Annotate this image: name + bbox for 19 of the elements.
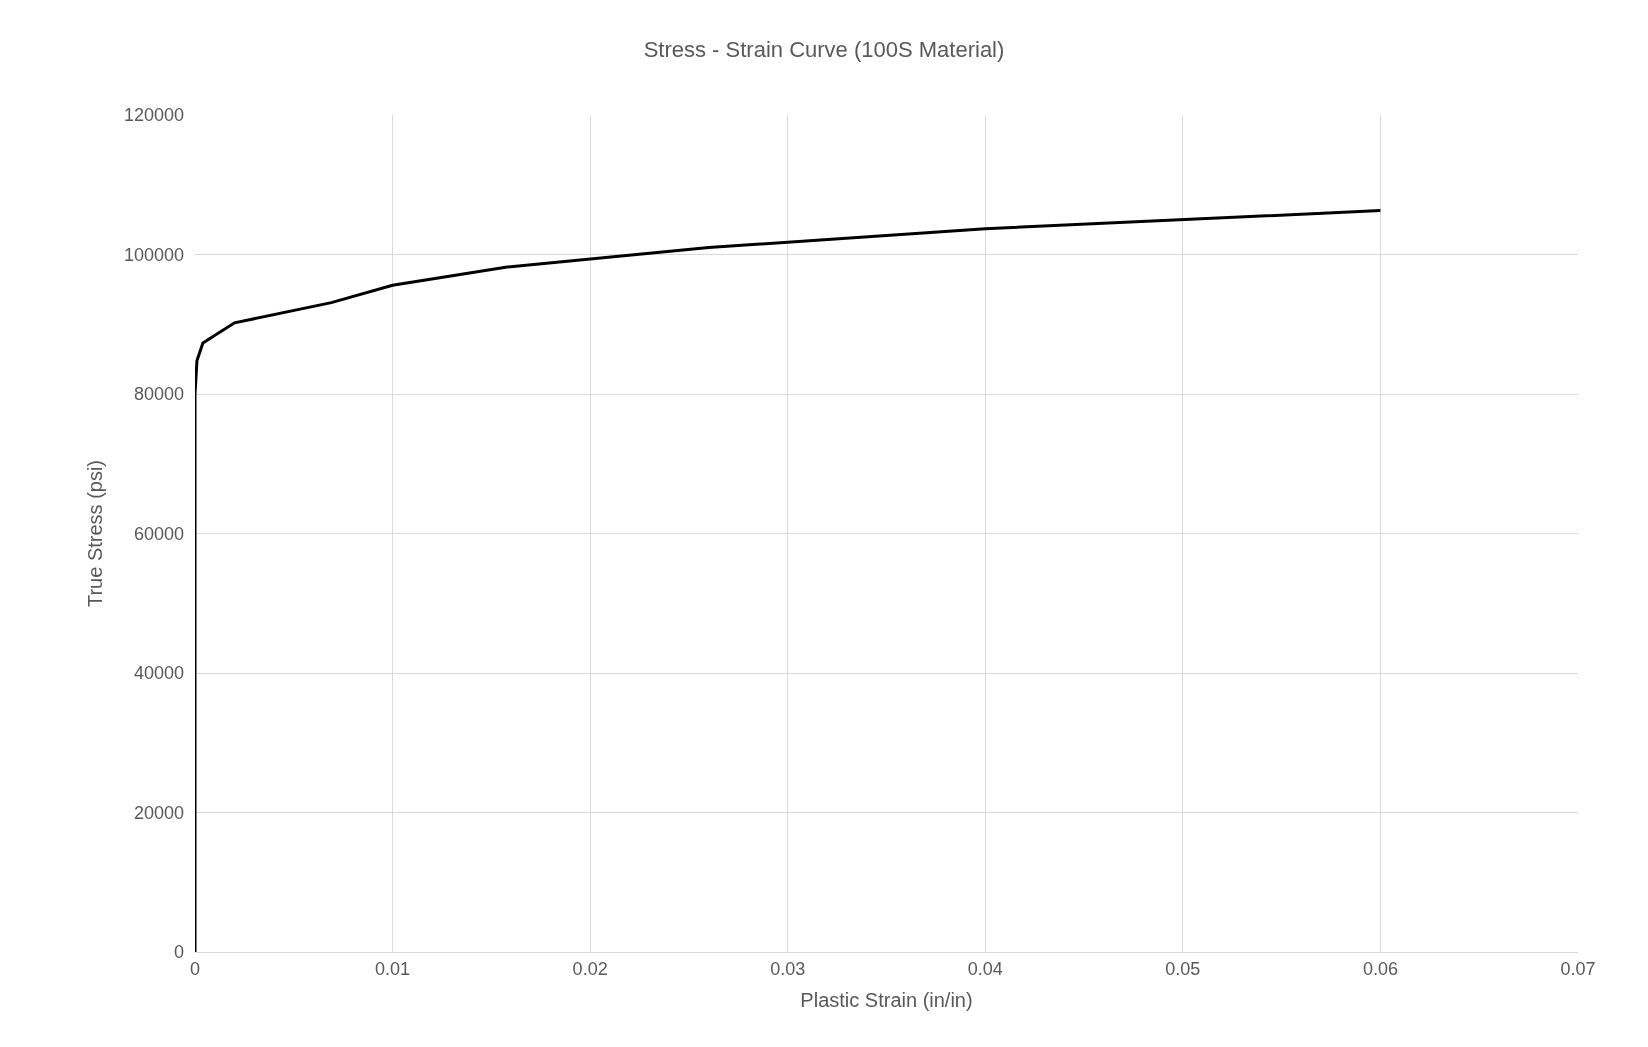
x-tick-label: 0.03: [770, 958, 806, 979]
x-tick-label: 0.04: [967, 958, 1003, 979]
x-tick-label: 0.01: [375, 958, 411, 979]
x-axis-title: Plastic Strain (in/in): [800, 989, 973, 1012]
x-tick-label: 0.05: [1165, 958, 1201, 979]
x-tick-label: 0.07: [1560, 958, 1596, 979]
y-tick-label: 100000: [123, 244, 184, 265]
y-tick-label: 40000: [133, 663, 184, 684]
chart-title: Stress - Strain Curve (100S Material): [643, 37, 1005, 63]
x-tick-label: 0.02: [572, 958, 608, 979]
y-tick-label: 120000: [123, 105, 184, 126]
y-tick-label: 60000: [133, 523, 184, 544]
y-tick-label: 0: [173, 942, 184, 963]
line-series: [195, 209, 1382, 952]
y-tick-label: 80000: [133, 384, 184, 405]
y-tick-label: 20000: [133, 802, 184, 823]
x-tick-label: 0: [189, 958, 201, 979]
y-axis-title: True Stress (psi): [84, 459, 107, 608]
x-tick-label: 0.06: [1362, 958, 1398, 979]
